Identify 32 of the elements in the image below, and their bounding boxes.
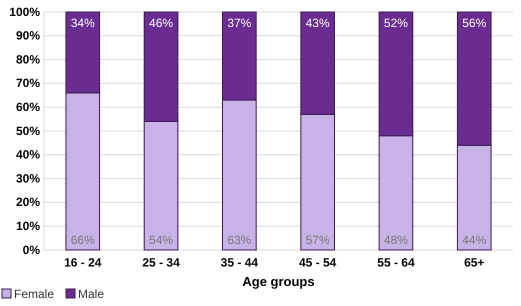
y-tick-label: 100% [9,4,40,19]
y-tick-label: 70% [16,76,40,90]
legend-label: Female [14,287,54,301]
data-label: 66% [70,233,96,247]
data-label: 46% [149,16,174,30]
data-label: 54% [149,233,174,247]
x-axis-title: Age groups [242,274,315,289]
x-tick-label: 55 - 64 [377,256,415,270]
y-tick-label: 60% [16,100,40,114]
y-tick-label: 40% [16,148,40,162]
y-tick-label: 90% [16,28,40,43]
x-tick-label: 25 - 34 [142,256,180,270]
data-label: 37% [227,16,252,30]
x-tick-label: 35 - 44 [220,256,258,270]
x-tick-label: 16 - 24 [64,256,102,270]
y-tick-label: 20% [16,195,40,210]
data-label: 48% [384,233,408,247]
data-label: 34% [70,16,96,30]
data-label: 44% [462,233,487,247]
y-tick-label: 50% [16,124,40,138]
x-tick-label: 45 - 54 [298,256,337,270]
data-label: 43% [306,16,330,30]
y-tick-label: 30% [16,171,40,186]
x-tick-label: 65+ [464,256,484,270]
legend-label: Male [78,287,104,301]
y-tick-label: 0% [22,242,40,257]
y-tick-label: 80% [16,52,40,66]
data-label: 63% [227,233,252,247]
data-label: 56% [462,16,487,30]
y-tick-label: 10% [16,219,40,234]
data-label: 57% [306,233,330,247]
data-label: 52% [384,16,408,30]
